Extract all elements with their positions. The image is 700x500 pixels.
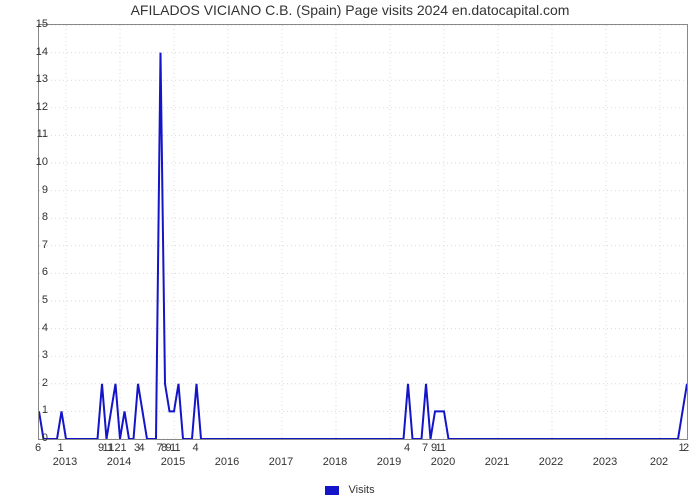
x-value-label: 1 [174,442,180,454]
x-year-label: 2020 [431,456,455,468]
y-tick-label: 6 [18,266,48,278]
x-year-label: 2022 [539,456,563,468]
y-tick-label: 1 [18,404,48,416]
x-value-label: 1 [440,442,446,454]
x-value-label: 4 [404,442,410,454]
legend-swatch [325,486,339,495]
y-tick-label: 14 [18,46,48,58]
y-tick-label: 9 [18,184,48,196]
x-year-label: 2016 [215,456,239,468]
x-value-label: 2 [683,442,689,454]
y-tick-label: 2 [18,377,48,389]
legend-label: Visits [348,484,374,496]
x-year-label: 2018 [323,456,347,468]
x-value-label: 12 [108,442,120,454]
x-year-label: 2017 [269,456,293,468]
x-year-label: 2013 [53,456,77,468]
x-value-label: 4 [138,442,144,454]
x-value-label: 6 [35,442,41,454]
grid-lines [39,25,687,439]
plot-area [38,24,688,440]
y-tick-label: 12 [18,101,48,113]
legend: Visits [0,484,700,496]
y-tick-label: 4 [18,322,48,334]
y-tick-label: 8 [18,211,48,223]
y-tick-label: 11 [18,128,48,140]
y-tick-label: 15 [18,18,48,30]
y-tick-label: 5 [18,294,48,306]
x-value-label: 1 [57,442,63,454]
y-tick-label: 10 [18,156,48,168]
chart-title: AFILADOS VICIANO C.B. (Spain) Page visit… [0,2,700,18]
x-year-label: 2023 [593,456,617,468]
y-tick-label: 7 [18,239,48,251]
y-tick-label: 0 [18,432,48,444]
x-value-label: 4 [192,442,198,454]
x-year-label: 202 [650,456,668,468]
x-value-label: 1 [120,442,126,454]
x-year-label: 2015 [161,456,185,468]
y-tick-label: 3 [18,349,48,361]
x-value-label: 7 [422,442,428,454]
chart-container: { "title": "AFILADOS VICIANO C.B. (Spain… [0,0,700,500]
y-tick-label: 13 [18,73,48,85]
chart-svg [39,25,687,439]
x-year-label: 2019 [377,456,401,468]
x-year-label: 2014 [107,456,131,468]
x-year-label: 2021 [485,456,509,468]
